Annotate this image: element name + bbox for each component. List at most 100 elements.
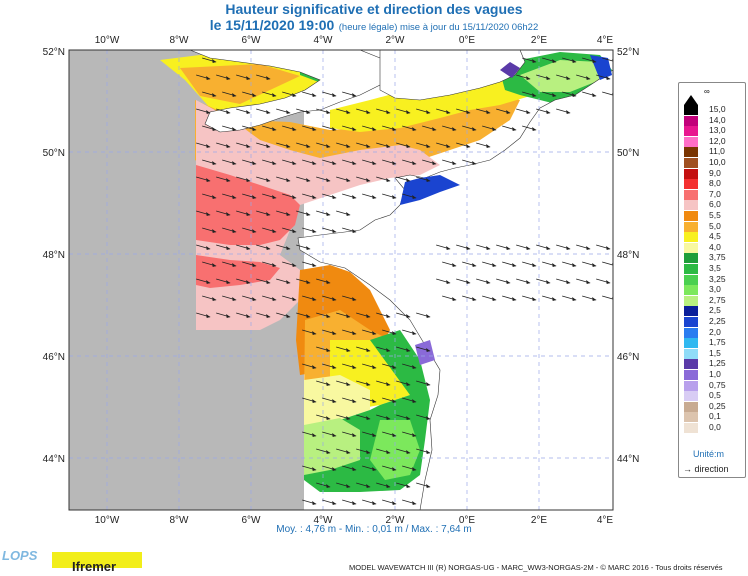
direction-arrowhead: [326, 314, 331, 318]
direction-arrowhead: [566, 246, 571, 250]
legend-label: 3,0: [709, 284, 721, 295]
direction-arrowhead: [312, 127, 317, 131]
direction-arrowhead: [386, 416, 391, 420]
direction-arrowhead: [366, 450, 371, 454]
legend-label: 8,0: [709, 178, 721, 189]
direction-arrowhead: [212, 161, 217, 165]
legend-label: 5,5: [709, 210, 721, 220]
direction-arrowhead: [372, 331, 377, 335]
legend-label: 2,25: [709, 316, 726, 326]
direction-arrowhead: [372, 501, 377, 505]
direction-arrowhead: [332, 127, 337, 131]
legend-swatch: [684, 348, 698, 359]
legend-label: 1,75: [709, 337, 726, 348]
direction-arrowhead: [592, 93, 597, 97]
direction-arrowhead: [352, 93, 357, 97]
legend: ∞ 15,0 14,0 13,0 12,0 11,0 10,0 9,0 8,0 7,0 6,0 5,…: [678, 82, 746, 478]
lon-label-top-2: 6°W: [242, 35, 262, 46]
lops-logo: LOPS: [2, 548, 38, 563]
direction-arrowhead: [606, 76, 611, 80]
legend-row: 2,5: [684, 305, 744, 317]
direction-arrowhead: [532, 297, 537, 301]
legend-swatch: [684, 232, 698, 243]
direction-arrowhead: [292, 161, 297, 165]
coast-band-violet: [415, 340, 435, 365]
direction-arrow: [602, 91, 613, 96]
graticule: [69, 50, 613, 510]
direction-arrowhead: [292, 127, 297, 131]
legend-label: 0,25: [709, 400, 726, 411]
direction-arrowhead: [386, 382, 391, 386]
legend-swatch: [684, 370, 698, 380]
legend-row: 3,75: [684, 252, 744, 264]
direction-arrowhead: [506, 280, 511, 284]
direction-arrowhead: [266, 246, 271, 250]
legend-row: 0,25: [684, 400, 744, 412]
legend-row: 0,5: [684, 390, 744, 402]
direction-arrowhead: [426, 178, 431, 182]
lon-label-bottom-7: 4°E: [597, 515, 614, 526]
direction-arrowhead: [386, 178, 391, 182]
legend-label: 10,0: [709, 157, 726, 167]
direction-arrowhead: [352, 127, 357, 131]
direction-arrowhead: [326, 484, 331, 488]
direction-arrowhead: [332, 501, 337, 505]
legend-row: 14,0: [684, 115, 744, 126]
direction-arrowhead: [546, 246, 551, 250]
direction-arrowhead: [526, 110, 531, 114]
direction-arrowhead: [212, 297, 217, 301]
lat-label-left-4: 44°N: [43, 454, 65, 465]
direction-arrowhead: [352, 331, 357, 335]
legend-label: 0,5: [709, 390, 721, 401]
legend-label: 2,75: [709, 294, 726, 305]
direction-arrowhead: [272, 93, 277, 97]
direction-arrowhead: [546, 110, 551, 114]
direction-arrowhead: [486, 280, 491, 284]
direction-arrowhead: [586, 76, 591, 80]
direction-arrowhead: [266, 76, 271, 80]
direction-arrowhead: [412, 365, 417, 369]
direction-arrowhead: [306, 144, 311, 148]
wave-stats: Moy. : 4,76 m - Min. : 0,01 m / Max. : 7…: [276, 524, 472, 535]
legend-row: 5,0: [684, 221, 744, 232]
direction-arrowhead: [352, 399, 357, 403]
direction-arrowhead: [212, 93, 217, 97]
direction-arrowhead: [452, 161, 457, 165]
direction-arrowhead: [372, 195, 377, 199]
direction-arrowhead: [412, 195, 417, 199]
direction-arrowhead: [252, 127, 257, 131]
legend-swatch: [684, 158, 698, 168]
forecast-date: le 15/11/2020 19:00: [209, 17, 335, 33]
legend-row: 3,0: [684, 284, 744, 296]
legend-label: 2,5: [709, 305, 721, 316]
legend-swatch: [684, 136, 698, 147]
model-credit: MODEL WAVEWATCH III (R) NORGAS-UG - MARC…: [349, 563, 723, 572]
direction-arrowhead: [272, 195, 277, 199]
direction-arrowhead: [232, 93, 237, 97]
direction-arrowhead: [246, 246, 251, 250]
legend-swatch: [684, 359, 698, 370]
direction-arrowhead: [346, 314, 351, 318]
direction-arrowhead: [292, 93, 297, 97]
direction-arrowhead: [432, 161, 437, 165]
direction-arrowhead: [392, 127, 397, 131]
direction-arrowhead: [366, 110, 371, 114]
direction-arrowhead: [366, 484, 371, 488]
direction-arrowhead: [352, 229, 357, 233]
axis-labels: 10°W 8°W 6°W 4°W 2°W 0°E 2°E 4°E 10°W 8°…: [43, 35, 640, 526]
direction-arrowhead: [252, 195, 257, 199]
direction-arrowhead: [246, 178, 251, 182]
direction-arrowhead: [566, 110, 571, 114]
direction-arrowhead: [426, 484, 431, 488]
lon-label-top-6: 2°E: [531, 35, 548, 46]
direction-arrowhead: [406, 314, 411, 318]
direction-arrowhead: [272, 161, 277, 165]
direction-arrowhead: [226, 144, 231, 148]
direction-arrowhead: [572, 59, 577, 63]
direction-arrowhead: [206, 314, 211, 318]
direction-arrowhead: [212, 263, 217, 267]
direction-arrowhead: [306, 110, 311, 114]
legend-swatch: [684, 221, 698, 232]
direction-arrowhead: [552, 263, 557, 267]
direction-arrowhead: [252, 297, 257, 301]
